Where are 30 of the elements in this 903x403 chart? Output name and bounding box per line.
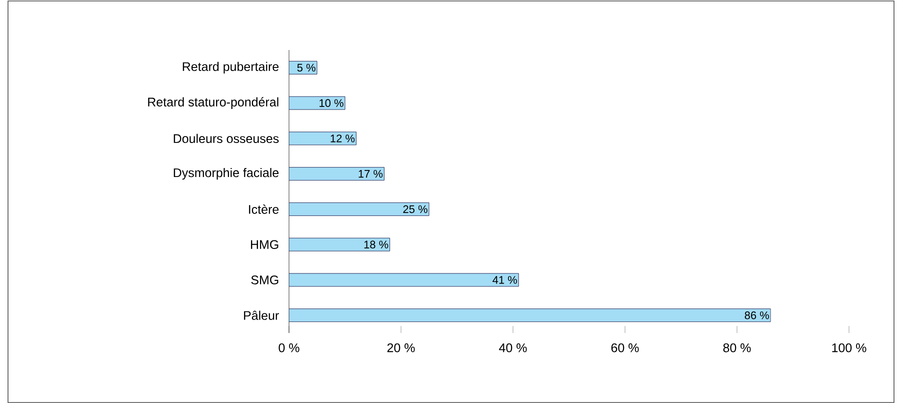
x-tick-label: 40 %	[499, 343, 527, 352]
bar	[289, 167, 384, 181]
data-label: 12 %	[330, 134, 355, 142]
y-tick-label: SMG	[251, 276, 278, 284]
data-label: 86 %	[744, 311, 769, 320]
y-tick-label: Dysmorphie faciale	[174, 168, 279, 180]
bar	[289, 308, 771, 322]
y-tick-label: HMG	[250, 240, 278, 249]
x-tick-label: 20 %	[387, 343, 415, 352]
data-label: 25 %	[403, 205, 428, 214]
x-tick-label: 80 %	[723, 343, 751, 352]
x-tick-label: 60 %	[611, 343, 639, 352]
y-tick-label: Douleurs osseuses	[174, 134, 279, 144]
x-tick-label: 0 %	[278, 343, 300, 352]
bar	[289, 238, 390, 252]
data-label: 18 %	[364, 240, 388, 248]
data-label: 17 %	[358, 170, 383, 178]
bar	[289, 273, 519, 287]
bar	[289, 96, 346, 110]
bar	[289, 60, 318, 74]
data-label: 10 %	[320, 99, 344, 107]
data-label: 5 %	[297, 64, 316, 72]
data-label: 41 %	[492, 276, 517, 284]
x-tick-label: 100 %	[832, 343, 866, 352]
bar	[289, 202, 430, 216]
y-tick-label: Retard pubertaire	[182, 62, 279, 74]
y-tick-label: Retard staturo-pondéral	[148, 97, 278, 109]
y-tick-label: Ictère	[249, 204, 279, 214]
y-tick-label: Pâleur	[244, 310, 279, 320]
bar	[289, 132, 356, 146]
